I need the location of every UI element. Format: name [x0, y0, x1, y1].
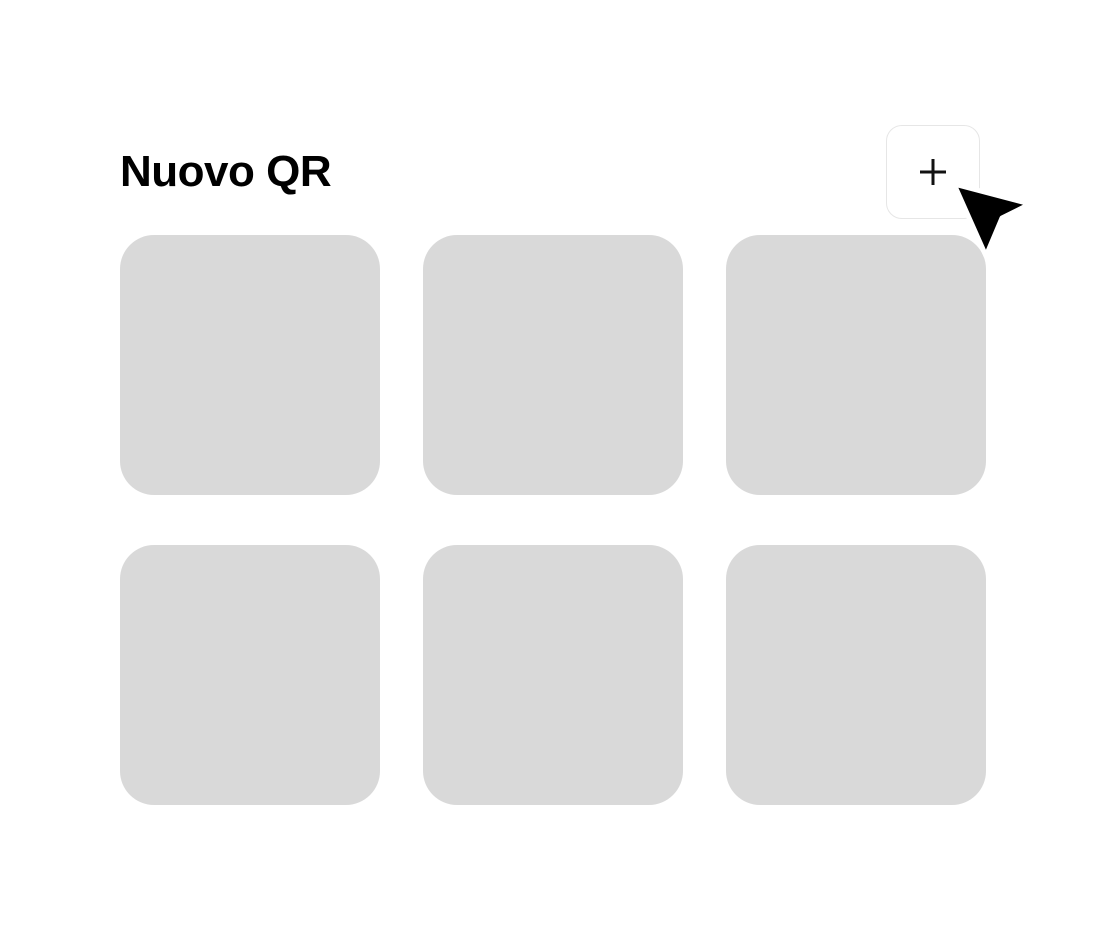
- add-qr-button[interactable]: [886, 125, 980, 219]
- qr-tile[interactable]: [423, 235, 683, 495]
- qr-tile[interactable]: [120, 235, 380, 495]
- page-title: Nuovo QR: [120, 147, 332, 196]
- qr-tile[interactable]: [423, 545, 683, 805]
- qr-tile[interactable]: [726, 235, 986, 495]
- qr-tile[interactable]: [726, 545, 986, 805]
- plus-icon: [920, 159, 946, 185]
- qr-tile[interactable]: [120, 545, 380, 805]
- qr-grid: [120, 235, 987, 805]
